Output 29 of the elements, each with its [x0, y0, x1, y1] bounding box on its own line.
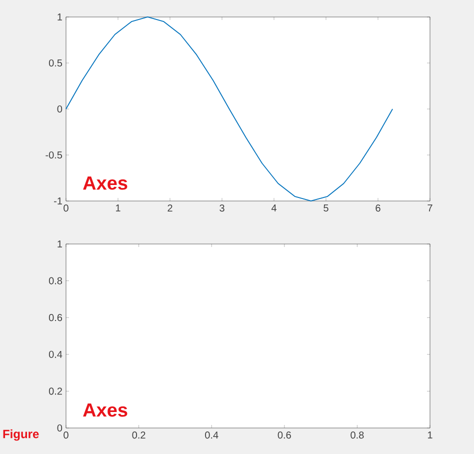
x-tick-label: 0.6	[278, 432, 291, 439]
x-tick-label: 0	[64, 204, 68, 212]
annotation: Axes	[83, 403, 128, 417]
x-tick-label: 0.4	[205, 432, 218, 439]
x-tick-label: 3	[220, 204, 224, 212]
y-tick-label: 0	[57, 105, 62, 113]
y-tick-label: 0.8	[48, 277, 62, 284]
x-tick-label: 2	[168, 204, 172, 212]
y-tick-label: -0.5	[46, 151, 62, 159]
y-tick-label: 0.5	[48, 59, 62, 67]
x-tick-label: 1	[116, 204, 120, 212]
y-tick-label: 1	[58, 240, 62, 248]
x-tick-label: 4	[271, 204, 276, 212]
x-tick-label: 6	[376, 204, 380, 212]
y-tick-label: 0.4	[48, 350, 62, 358]
y-tick-label: 0.2	[48, 388, 62, 395]
x-tick-label: 0.8	[350, 432, 364, 439]
y-tick-label: -1	[54, 198, 62, 204]
x-tick-label: 1	[428, 432, 432, 438]
x-tick-label: 0	[64, 432, 68, 439]
line-series	[66, 16, 393, 202]
text: Figure	[3, 429, 39, 441]
y-tick-label: 1	[58, 14, 62, 20]
x-tick-label: 7	[428, 204, 432, 212]
annotation: Axes	[83, 176, 128, 190]
y-tick-label: 0.6	[48, 314, 62, 322]
y-tick-label: 0	[57, 424, 62, 432]
x-tick-label: 0.2	[132, 432, 146, 439]
x-tick-label: 5	[324, 204, 328, 212]
